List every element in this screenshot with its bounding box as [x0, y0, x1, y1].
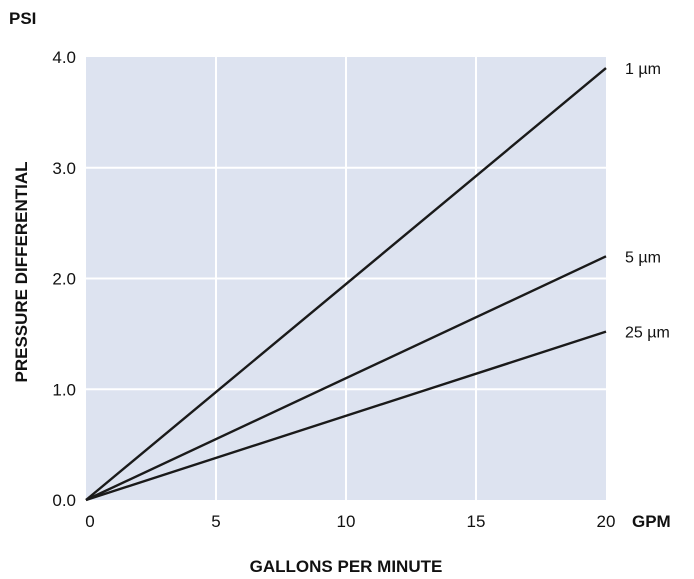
x-tick-label: 0: [85, 512, 94, 531]
y-tick-label: 4.0: [52, 48, 76, 67]
grid: [86, 57, 606, 500]
series-label: 1 µm: [625, 61, 661, 78]
x-tick-label: 15: [467, 512, 486, 531]
x-axis-title: GALLONS PER MINUTE: [250, 557, 443, 576]
y-tick-label: 1.0: [52, 380, 76, 399]
y-tick-label: 2.0: [52, 270, 76, 289]
y-tick-label: 0.0: [52, 491, 76, 510]
x-tick-label: 10: [337, 512, 356, 531]
series-label: 25 µm: [625, 325, 670, 342]
series-line: [85, 67, 607, 501]
series-label: 5 µm: [625, 249, 661, 266]
y-axis-title: PRESSURE DIFFERENTIAL: [12, 161, 31, 382]
x-tick-label: 5: [211, 512, 220, 531]
series-line: [85, 330, 607, 502]
y-unit-label: PSI: [9, 9, 36, 28]
x-tick-label: 20: [597, 512, 616, 531]
x-unit-label: GPM: [632, 512, 671, 531]
series-line: [85, 255, 607, 502]
series-lines: [85, 67, 607, 502]
y-tick-label: 3.0: [52, 159, 76, 178]
series-labels: 1 µm 5 µm 25 µm: [625, 61, 670, 342]
tick-labels: 0 5 10 15 20 0.0 1.0 2.0 3.0 4.0: [52, 48, 615, 531]
